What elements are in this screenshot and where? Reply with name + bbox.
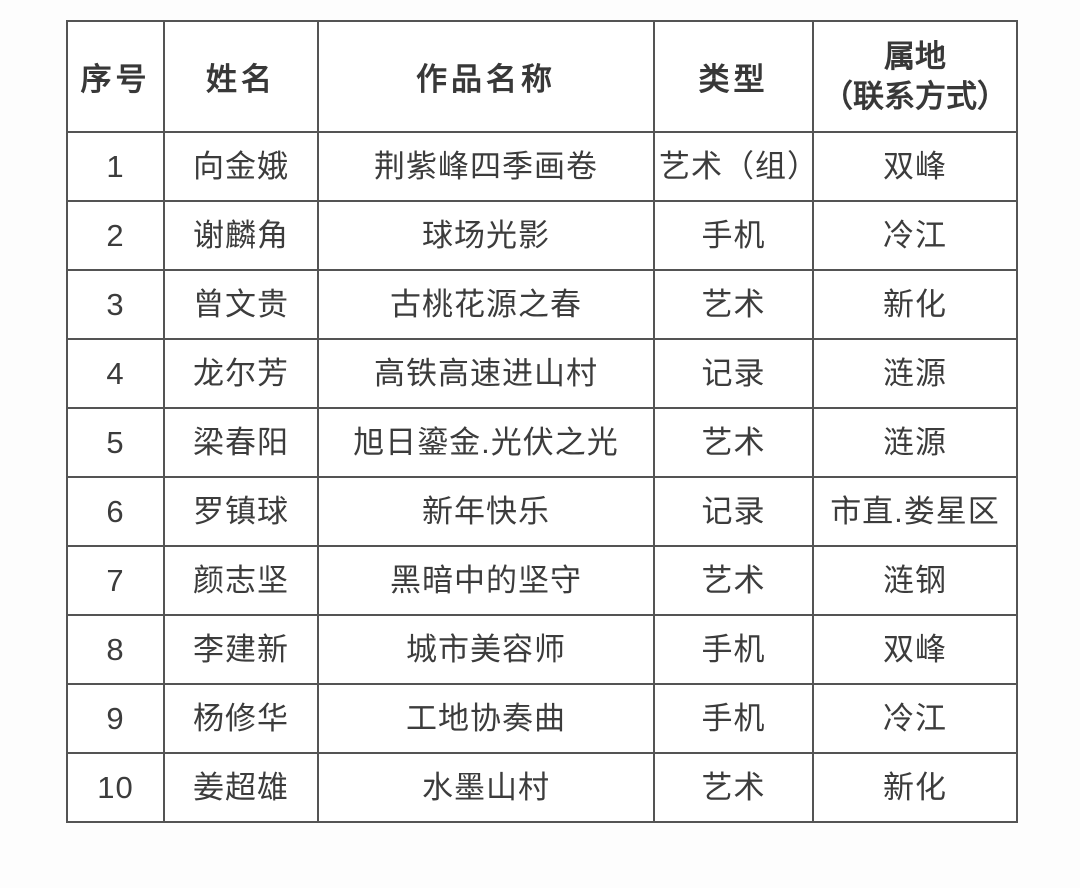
cell-title: 水墨山村	[317, 752, 655, 823]
cell-name: 李建新	[163, 614, 319, 685]
cell-index: 10	[66, 752, 165, 823]
table-row: 5 梁春阳 旭日鎏金.光伏之光 艺术 涟源	[66, 407, 1018, 478]
table-row: 2 谢麟角 球场光影 手机 冷江	[66, 200, 1018, 271]
table-row: 7 颜志坚 黑暗中的坚守 艺术 涟钢	[66, 545, 1018, 616]
cell-name: 姜超雄	[163, 752, 319, 823]
cell-title: 古桃花源之春	[317, 269, 655, 340]
cell-region: 新化	[812, 752, 1018, 823]
table-body: 1 向金娥 荆紫峰四季画卷 艺术（组） 双峰 2 谢麟角 球场光影 手机 冷江 …	[66, 131, 1018, 823]
table-row: 6 罗镇球 新年快乐 记录 市直.娄星区	[66, 476, 1018, 547]
cell-type: 记录	[653, 476, 814, 547]
table-row: 4 龙尔芳 高铁高速进山村 记录 涟源	[66, 338, 1018, 409]
cell-title: 黑暗中的坚守	[317, 545, 655, 616]
cell-region: 冷江	[812, 683, 1018, 754]
cell-title: 旭日鎏金.光伏之光	[317, 407, 655, 478]
cell-title: 城市美容师	[317, 614, 655, 685]
cell-title: 荆紫峰四季画卷	[317, 131, 655, 202]
cell-name: 罗镇球	[163, 476, 319, 547]
cell-name: 颜志坚	[163, 545, 319, 616]
entries-table: 序号 姓名 作品名称 类型 属地 （联系方式） 1 向金娥 荆紫峰四季画卷 艺术…	[66, 20, 1018, 823]
header-name: 姓名	[163, 20, 319, 133]
cell-region: 涟钢	[812, 545, 1018, 616]
header-row: 序号 姓名 作品名称 类型 属地 （联系方式）	[66, 20, 1018, 133]
cell-index: 3	[66, 269, 165, 340]
cell-region: 涟源	[812, 338, 1018, 409]
cell-name: 向金娥	[163, 131, 319, 202]
cell-name: 梁春阳	[163, 407, 319, 478]
cell-type: 艺术	[653, 545, 814, 616]
cell-title: 高铁高速进山村	[317, 338, 655, 409]
cell-title: 球场光影	[317, 200, 655, 271]
cell-region: 双峰	[812, 614, 1018, 685]
cell-name: 曾文贵	[163, 269, 319, 340]
table-row: 8 李建新 城市美容师 手机 双峰	[66, 614, 1018, 685]
table-row: 3 曾文贵 古桃花源之春 艺术 新化	[66, 269, 1018, 340]
cell-region: 冷江	[812, 200, 1018, 271]
cell-type: 手机	[653, 683, 814, 754]
cell-index: 4	[66, 338, 165, 409]
cell-type: 艺术	[653, 407, 814, 478]
cell-index: 6	[66, 476, 165, 547]
cell-region: 涟源	[812, 407, 1018, 478]
cell-type: 手机	[653, 200, 814, 271]
header-region-line2: （联系方式）	[822, 78, 1008, 114]
table-row: 1 向金娥 荆紫峰四季画卷 艺术（组） 双峰	[66, 131, 1018, 202]
cell-name: 杨修华	[163, 683, 319, 754]
cell-index: 7	[66, 545, 165, 616]
cell-title: 工地协奏曲	[317, 683, 655, 754]
cell-region: 新化	[812, 269, 1018, 340]
cell-index: 2	[66, 200, 165, 271]
header-title: 作品名称	[317, 20, 655, 133]
cell-region: 市直.娄星区	[812, 476, 1018, 547]
header-type: 类型	[653, 20, 814, 133]
cell-index: 8	[66, 614, 165, 685]
cell-index: 1	[66, 131, 165, 202]
cell-name: 龙尔芳	[163, 338, 319, 409]
table-row: 9 杨修华 工地协奏曲 手机 冷江	[66, 683, 1018, 754]
cell-name: 谢麟角	[163, 200, 319, 271]
cell-type: 手机	[653, 614, 814, 685]
cell-index: 9	[66, 683, 165, 754]
cell-type: 艺术	[653, 752, 814, 823]
cell-type: 记录	[653, 338, 814, 409]
cell-region: 双峰	[812, 131, 1018, 202]
cell-type: 艺术	[653, 269, 814, 340]
cell-title: 新年快乐	[317, 476, 655, 547]
header-index: 序号	[66, 20, 165, 133]
table-row: 10 姜超雄 水墨山村 艺术 新化	[66, 752, 1018, 823]
cell-type: 艺术（组）	[653, 131, 814, 202]
header-region-line1: 属地	[884, 38, 946, 74]
cell-index: 5	[66, 407, 165, 478]
header-region: 属地 （联系方式）	[812, 20, 1018, 133]
